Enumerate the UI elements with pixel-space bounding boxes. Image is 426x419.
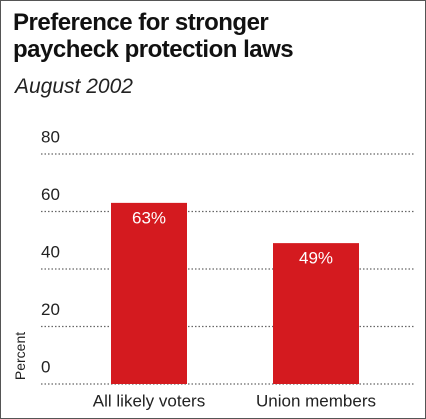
y-axis-label: Percent — [12, 332, 28, 380]
value-label: 63% — [132, 208, 166, 227]
x-tick-label: All likely voters — [93, 391, 205, 410]
y-tick-label: 40 — [41, 242, 60, 261]
y-tick-label: 80 — [41, 127, 60, 146]
value-label: 49% — [299, 249, 333, 268]
y-tick-label: 20 — [41, 300, 60, 319]
x-tick-label: Union members — [256, 391, 376, 410]
y-tick-label: 60 — [41, 185, 60, 204]
bar — [273, 243, 359, 384]
bar — [111, 202, 187, 384]
y-tick-label: 0 — [41, 357, 50, 376]
chart-subtitle: August 2002 — [15, 75, 133, 98]
chart-title: Preference for stronger paycheck protect… — [13, 9, 294, 63]
